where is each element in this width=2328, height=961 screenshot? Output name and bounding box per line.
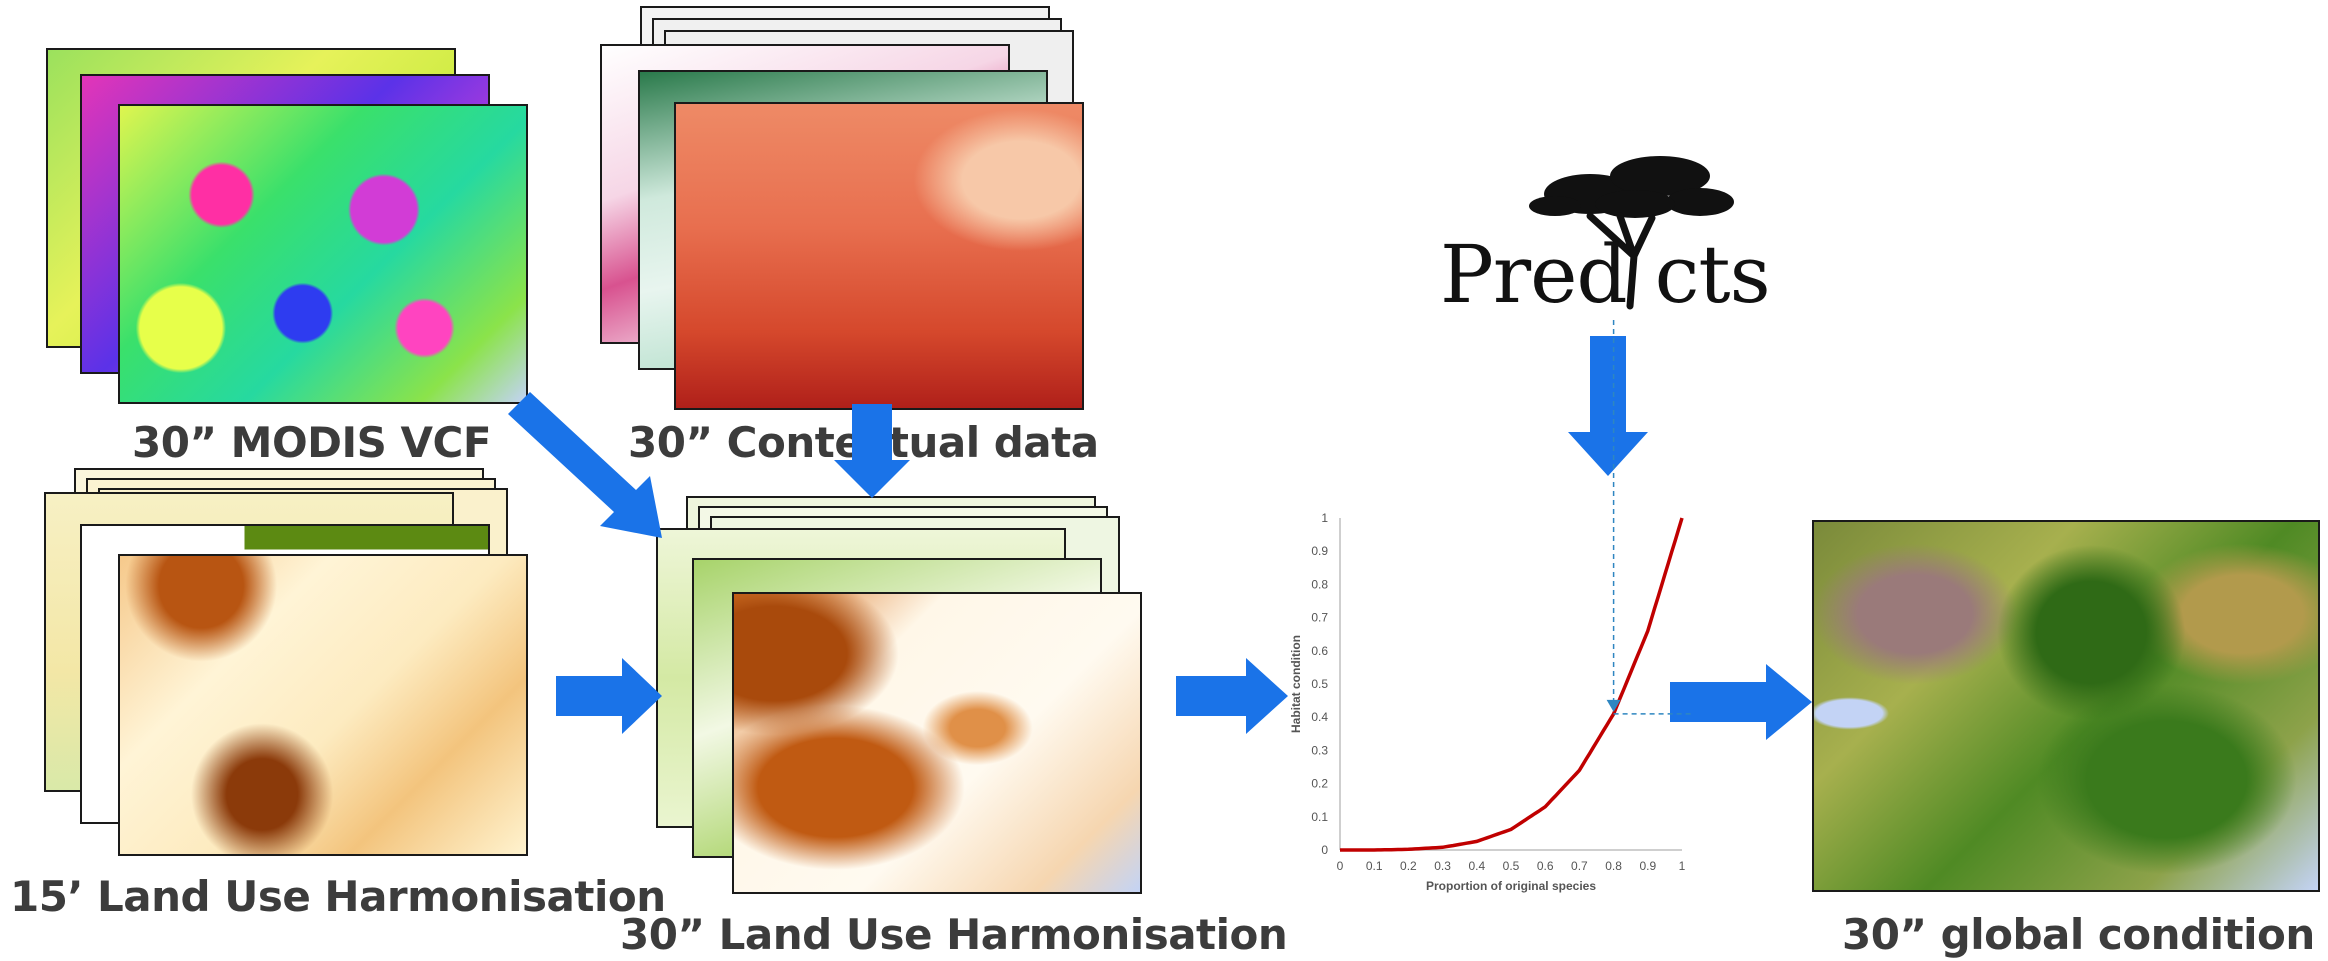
x-tick-label: 0.6 [1537, 859, 1554, 873]
x-tick-label: 1 [1679, 859, 1686, 873]
y-tick-label: 0.1 [1311, 810, 1328, 824]
arrow-predicts-down [1568, 336, 1648, 476]
y-tick-label: 0.6 [1311, 644, 1328, 658]
y-axis-label: Habitat condition [1289, 635, 1303, 733]
y-tick-label: 0.5 [1311, 677, 1328, 691]
x-tick-label: 0.7 [1571, 859, 1588, 873]
y-tick-label: 0.7 [1311, 611, 1328, 625]
y-tick-label: 0.2 [1311, 777, 1328, 791]
x-tick-label: 0.9 [1639, 859, 1656, 873]
y-tick-label: 0.4 [1311, 710, 1328, 724]
global-caption: 30” global condition [1842, 910, 2315, 959]
x-tick-label: 0.5 [1503, 859, 1520, 873]
logo-text-before: Pred [1440, 228, 1628, 321]
arrow-contextual-down [834, 404, 910, 498]
x-tick-label: 0 [1337, 859, 1344, 873]
y-tick-label: 0.3 [1311, 743, 1328, 757]
modis-caption: 30” MODIS VCF [132, 418, 492, 467]
y-tick-label: 0.8 [1311, 577, 1328, 591]
modis-layer-1 [118, 104, 528, 404]
x-tick-label: 0.4 [1468, 859, 1485, 873]
arrow-luh30-right [1176, 658, 1288, 734]
luh15-caption: 15’ Land Use Harmonisation [10, 872, 666, 921]
x-tick-label: 0.8 [1605, 859, 1622, 873]
y-tick-label: 0 [1321, 843, 1328, 857]
luh30-caption: 30” Land Use Harmonisation [620, 910, 1288, 959]
predicts-logo: Pred cts [1430, 146, 1790, 321]
arrow-modis-diagonal [508, 392, 662, 538]
logo-text-after: cts [1654, 228, 1771, 321]
x-tick-label: 0.3 [1434, 859, 1451, 873]
y-tick-label: 1 [1321, 511, 1328, 525]
x-axis-label: Proportion of original species [1426, 879, 1596, 893]
x-tick-label: 0.1 [1366, 859, 1383, 873]
marker-arrowhead [1606, 699, 1621, 712]
arrow-chart-right [1670, 664, 1812, 740]
global-condition-map [1812, 520, 2320, 892]
luh30-layer-1 [732, 592, 1142, 894]
x-tick-label: 0.2 [1400, 859, 1417, 873]
luh15-layer-1 [118, 554, 528, 856]
arrow-luh15-right [556, 658, 662, 734]
series-line [1340, 517, 1684, 852]
tree-icon [1529, 156, 1734, 310]
y-tick-label: 0.9 [1311, 544, 1328, 558]
habitat-condition-chart: 0 0.1 0.2 0.3 0.4 0.5 0.6 0.7 0.8 0.9 1 0 0.1 0.2 0.3 0… [1289, 320, 1692, 893]
contextual-layer-1 [674, 102, 1084, 410]
